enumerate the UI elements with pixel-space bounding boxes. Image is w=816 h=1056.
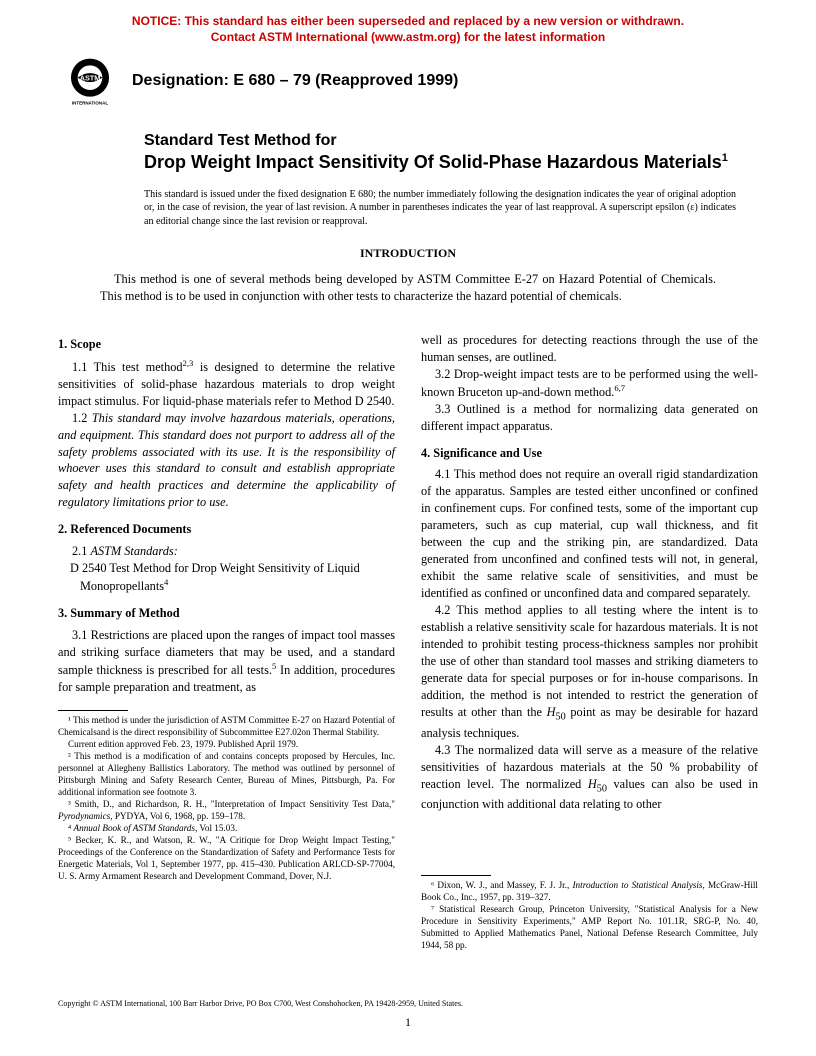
- title-super: Standard Test Method for: [144, 131, 736, 151]
- left-column: 1. Scope 1.1 This test method2,3 is desi…: [58, 332, 395, 952]
- notice-banner: NOTICE: This standard has either been su…: [0, 0, 816, 49]
- title-main: Drop Weight Impact Sensitivity Of Solid-…: [144, 151, 736, 174]
- footnote-4: ⁴ Annual Book of ASTM Standards, Vol 15.…: [58, 823, 395, 835]
- para-4-1: 4.1 This method does not require an over…: [421, 466, 758, 602]
- introduction-heading: INTRODUCTION: [0, 228, 816, 261]
- footnotes-right: ⁶ Dixon, W. J., and Massey, F. J. Jr., I…: [421, 880, 758, 952]
- para-1-2: 1.2 This standard may involve hazardous …: [58, 410, 395, 512]
- para-4-3: 4.3 The normalized data will serve as a …: [421, 742, 758, 814]
- astm-logo: ASTM INTERNATIONAL: [62, 53, 118, 109]
- ref-d2540: D 2540 Test Method for Drop Weight Sensi…: [58, 560, 395, 595]
- footnote-3: ³ Smith, D., and Richardson, R. H., "Int…: [58, 799, 395, 823]
- notice-line1: NOTICE: This standard has either been su…: [132, 14, 684, 28]
- title-block: Standard Test Method for Drop Weight Imp…: [0, 109, 816, 174]
- footnote-rule-right: [421, 875, 491, 876]
- footnote-1b: Current edition approved Feb. 23, 1979. …: [58, 739, 395, 751]
- header-row: ASTM INTERNATIONAL Designation: E 680 – …: [0, 49, 816, 109]
- designation-text: Designation: E 680 – 79 (Reapproved 1999…: [132, 72, 458, 90]
- footnote-7: ⁷ Statistical Research Group, Princeton …: [421, 904, 758, 952]
- footnote-rule-left: [58, 710, 128, 711]
- section-1-head: 1. Scope: [58, 336, 395, 353]
- logo-international-text: INTERNATIONAL: [72, 101, 108, 106]
- footnote-1: ¹ This method is under the jurisdiction …: [58, 715, 395, 739]
- para-3-1-cont: well as procedures for detecting reactio…: [421, 332, 758, 366]
- para-3-3: 3.3 Outlined is a method for normalizing…: [421, 401, 758, 435]
- footnote-6: ⁶ Dixon, W. J., and Massey, F. J. Jr., I…: [421, 880, 758, 904]
- introduction-body: This method is one of several methods be…: [0, 261, 816, 305]
- para-4-2: 4.2 This method applies to all testing w…: [421, 602, 758, 741]
- right-column: well as procedures for detecting reactio…: [421, 332, 758, 952]
- issuance-note: This standard is issued under the fixed …: [0, 174, 816, 229]
- title-main-text: Drop Weight Impact Sensitivity Of Solid-…: [144, 152, 722, 172]
- section-2-head: 2. Referenced Documents: [58, 521, 395, 538]
- section-3-head: 3. Summary of Method: [58, 605, 395, 622]
- footnotes-left: ¹ This method is under the jurisdiction …: [58, 715, 395, 882]
- para-2-1: 2.1 ASTM Standards:: [58, 543, 395, 560]
- para-3-1: 3.1 Restrictions are placed upon the ran…: [58, 627, 395, 696]
- two-column-body: 1. Scope 1.1 This test method2,3 is desi…: [0, 306, 816, 952]
- svg-text:ASTM: ASTM: [80, 74, 101, 83]
- para-3-2: 3.2 Drop-weight impact tests are to be p…: [421, 366, 758, 401]
- footnote-2: ² This method is a modification of and c…: [58, 751, 395, 799]
- section-4-head: 4. Significance and Use: [421, 445, 758, 462]
- copyright-line: Copyright © ASTM International, 100 Barr…: [58, 999, 758, 1008]
- page-number: 1: [0, 1015, 816, 1030]
- para-1-1: 1.1 This test method2,3 is designed to d…: [58, 358, 395, 410]
- footnote-5: ⁵ Becker, K. R., and Watson, R. W., "A C…: [58, 835, 395, 883]
- title-footmark: 1: [722, 152, 728, 164]
- notice-line2: Contact ASTM International (www.astm.org…: [211, 30, 605, 44]
